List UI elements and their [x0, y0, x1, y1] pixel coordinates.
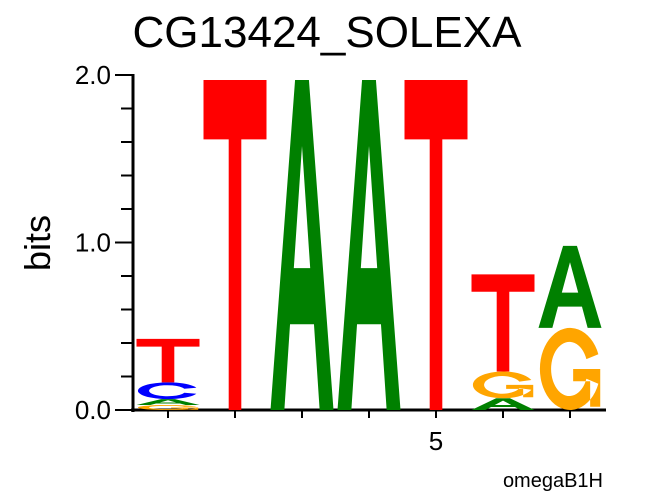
letter-T — [404, 80, 468, 411]
letter-G — [137, 404, 199, 410]
letter-stacks — [136, 80, 602, 411]
letter-G — [472, 371, 534, 399]
y-tick-label: 0.0 — [75, 395, 111, 425]
axes: 0.0 1.0 2.0 5 — [75, 60, 606, 456]
letter-A — [471, 398, 535, 410]
letter-T — [203, 80, 267, 411]
position-4-stack — [337, 80, 401, 411]
position-7-stack — [538, 245, 602, 410]
letter-A — [337, 80, 401, 411]
position-6-stack — [471, 274, 535, 410]
letter-A — [136, 399, 200, 405]
letter-G — [539, 327, 601, 410]
y-tick-label: 2.0 — [75, 60, 111, 90]
letter-T — [471, 274, 535, 372]
letter-C — [137, 382, 197, 400]
y-axis-label: bits — [17, 215, 58, 271]
y-tick-label: 1.0 — [75, 228, 111, 258]
letter-A — [270, 80, 334, 411]
footer-label: omegaB1H — [503, 470, 603, 492]
x-tick-label: 5 — [429, 426, 443, 456]
position-2-stack — [203, 80, 267, 411]
position-5-stack — [404, 80, 468, 411]
letter-T — [136, 338, 200, 383]
position-3-stack — [270, 80, 334, 411]
letter-A — [538, 245, 602, 328]
chart-title: CG13424_SOLEXA — [133, 8, 523, 57]
position-1-stack — [136, 338, 200, 410]
